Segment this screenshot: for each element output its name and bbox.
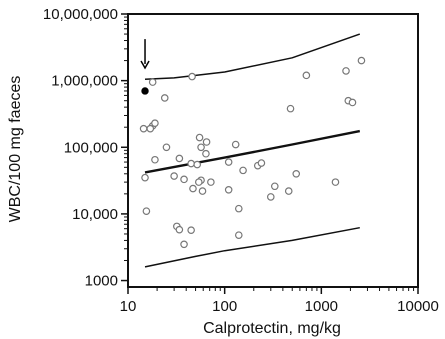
data-point — [180, 240, 188, 249]
data-point — [331, 178, 340, 186]
data-point — [187, 159, 195, 168]
data-point — [151, 155, 159, 164]
upper-bound — [144, 33, 361, 80]
data-point — [148, 78, 157, 86]
data-point — [195, 133, 204, 142]
data-point — [231, 140, 240, 149]
data-point — [139, 124, 148, 133]
regression-line — [144, 129, 361, 174]
data-points — [139, 56, 366, 249]
highlighted-data-point — [141, 87, 149, 95]
data-point — [151, 119, 159, 127]
data-point — [162, 143, 171, 152]
data-point — [194, 178, 203, 186]
lower-bound — [144, 226, 360, 268]
data-point — [202, 149, 210, 158]
data-point — [188, 72, 196, 81]
tick-marks — [121, 13, 419, 294]
tick-labels: 10 100 1000 10000 1000 10,000 100,000 1,000,000… — [43, 6, 439, 315]
data-point — [302, 71, 311, 80]
data-point — [234, 204, 243, 213]
data-point — [234, 231, 243, 239]
x-axis-title: Calprotectin, mg/kg — [203, 320, 341, 337]
data-point — [175, 225, 184, 234]
plot-frame — [127, 13, 419, 288]
x-tick-label: 1000 — [305, 298, 338, 315]
arrow-head — [140, 60, 150, 70]
data-point — [224, 186, 233, 194]
data-point — [202, 138, 211, 146]
x-tick-label: 100 — [212, 298, 237, 315]
data-point — [224, 158, 233, 166]
data-point — [207, 178, 215, 186]
annotations — [140, 39, 150, 70]
data-point — [239, 166, 247, 175]
data-point — [187, 226, 195, 234]
data-point — [342, 67, 350, 75]
data-point — [146, 124, 155, 133]
data-point — [197, 143, 205, 152]
data-point — [292, 169, 301, 178]
data-point — [266, 193, 275, 201]
data-point — [160, 94, 169, 102]
data-point — [357, 56, 366, 65]
data-point — [270, 182, 279, 191]
data-point — [175, 154, 184, 163]
data-point — [198, 187, 207, 195]
data-point — [180, 175, 188, 184]
data-point — [142, 207, 151, 215]
data-point — [257, 159, 266, 167]
data-point — [348, 98, 357, 107]
y-tick-label: 1000 — [85, 273, 118, 290]
y-tick-label: 1,000,000 — [51, 73, 118, 90]
axes — [127, 13, 419, 288]
y-tick-label: 100,000 — [64, 139, 118, 156]
y-tick-label: 10,000,000 — [43, 6, 118, 23]
data-point — [286, 104, 295, 113]
data-point — [170, 172, 178, 180]
data-point — [284, 187, 293, 195]
curves — [144, 33, 361, 268]
y-tick-label: 10,000 — [72, 206, 118, 223]
data-point — [193, 160, 202, 169]
data-point — [189, 184, 197, 193]
x-tick-label: 10 — [120, 298, 137, 315]
x-tick-label: 10000 — [397, 298, 439, 315]
y-axis-title: WBC/100 mg faeces — [7, 76, 24, 223]
data-point — [141, 173, 149, 182]
